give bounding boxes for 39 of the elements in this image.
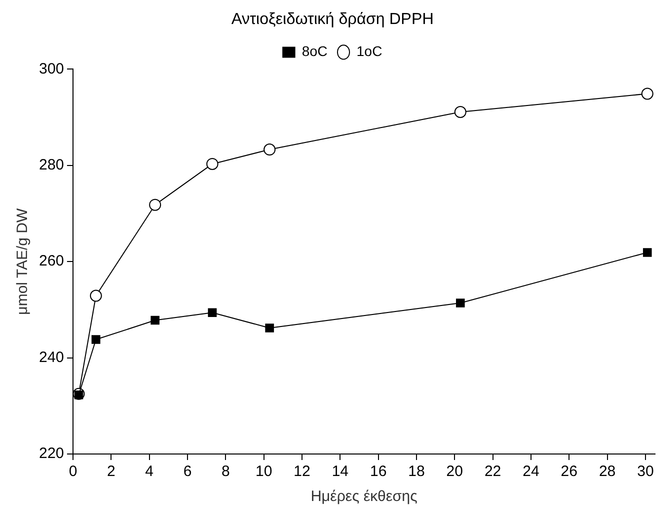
- x-tick-label: 22: [484, 463, 502, 480]
- point: [206, 158, 218, 170]
- y-tick-label: 300: [38, 60, 64, 78]
- point: [456, 298, 465, 308]
- legend-label: 8oC: [302, 43, 328, 60]
- x-tick-label: 10: [255, 463, 272, 480]
- point: [454, 106, 466, 118]
- x-tick-label: 8: [222, 463, 230, 480]
- x-tick-label: 12: [294, 463, 310, 480]
- x-tick-label: 4: [145, 463, 154, 480]
- x-tick-label: 30: [637, 463, 654, 480]
- legend-label: 1oC: [356, 43, 382, 60]
- y-axis-title: μmol TAE/g DW: [14, 208, 32, 315]
- point: [641, 88, 654, 100]
- point: [74, 390, 84, 400]
- point: [92, 335, 100, 344]
- x-tick-label: 16: [370, 463, 387, 480]
- point: [208, 308, 217, 317]
- point: [150, 316, 160, 325]
- x-tick-label: 26: [560, 463, 578, 480]
- x-tick-label: 2: [107, 463, 116, 480]
- y-tick-label: 220: [38, 445, 64, 462]
- x-tick-label: 28: [598, 463, 616, 480]
- x-axis-title: Ημέρες έκθεσης: [310, 488, 418, 506]
- x-tick-label: 24: [522, 463, 540, 480]
- point: [264, 144, 276, 156]
- y-tick-label: 260: [38, 252, 64, 270]
- x-tick-label: 6: [183, 463, 192, 480]
- point: [642, 248, 652, 257]
- point: [265, 324, 274, 332]
- y-tick-label: 280: [38, 156, 64, 174]
- point: [149, 198, 162, 211]
- y-tick-label: 240: [38, 348, 64, 366]
- point: [90, 290, 102, 302]
- x-tick-label: 0: [68, 463, 78, 480]
- x-tick-label: 14: [332, 463, 349, 480]
- x-tick-label: 18: [408, 463, 425, 480]
- x-tick-label: 20: [446, 463, 463, 480]
- chart-title: Αντιοξειδωτική δράση DPPH: [231, 11, 434, 28]
